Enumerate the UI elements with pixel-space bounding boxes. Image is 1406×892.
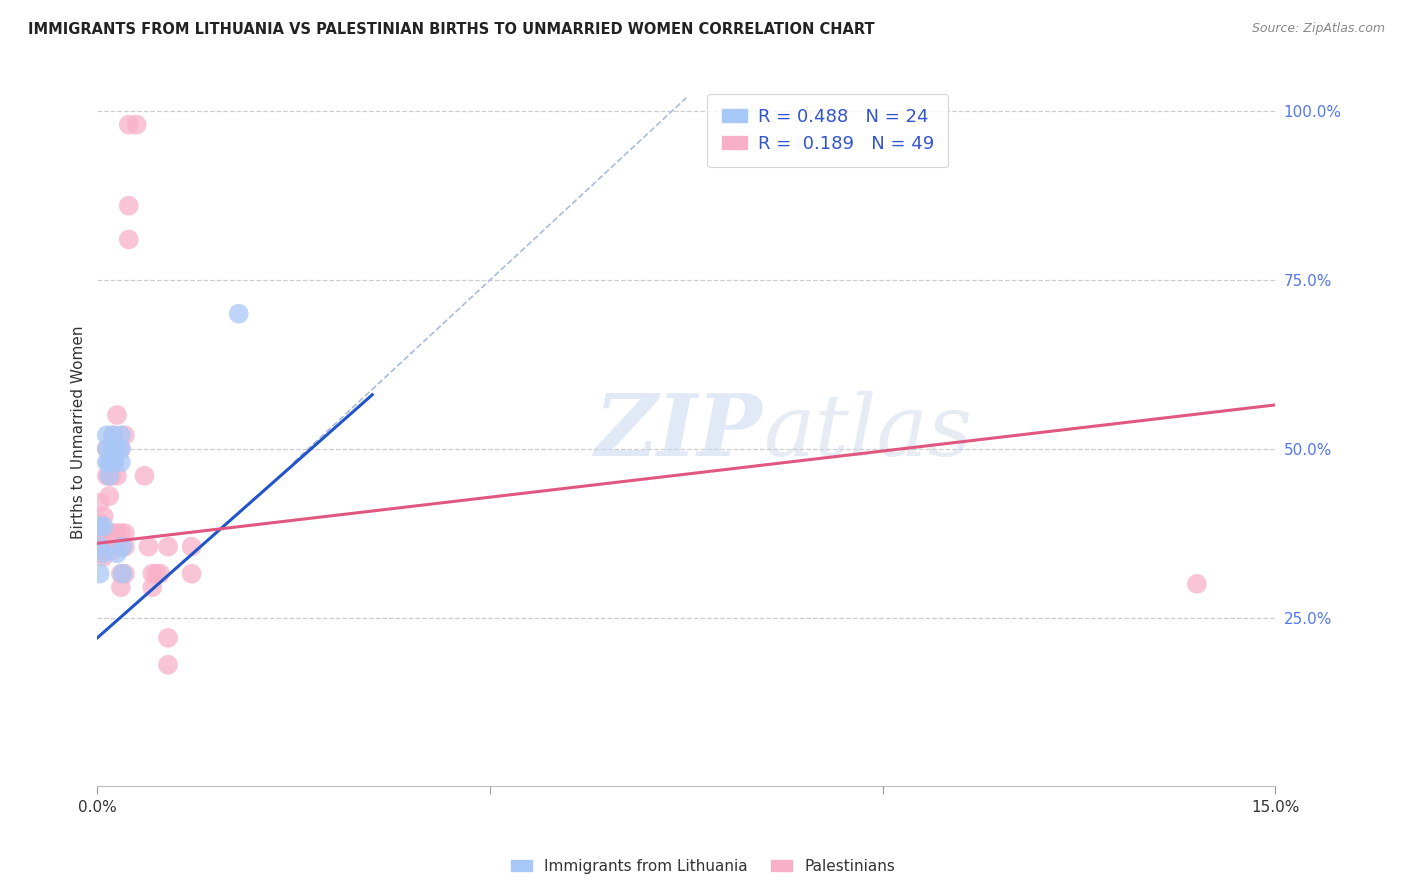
Point [157, 657, 180, 672]
Point [157, 540, 180, 554]
Point [138, 540, 160, 554]
Point [93, 540, 115, 554]
Point [98, 455, 121, 469]
Point [180, 566, 202, 581]
Point [149, 566, 172, 581]
Point [114, 428, 136, 442]
Point [157, 631, 180, 645]
Point [101, 428, 124, 442]
Text: Source: ZipAtlas.com: Source: ZipAtlas.com [1251, 22, 1385, 36]
Point [145, 566, 167, 581]
Point [110, 580, 132, 594]
Point [118, 199, 141, 213]
Point [111, 566, 134, 581]
Point [114, 526, 136, 541]
Point [100, 442, 122, 456]
Y-axis label: Births to Unmarried Women: Births to Unmarried Women [72, 326, 86, 539]
Point [105, 442, 128, 456]
Point [93, 519, 115, 533]
Text: atlas: atlas [763, 391, 972, 474]
Point [110, 540, 132, 554]
Point [105, 546, 128, 560]
Point [89, 519, 111, 533]
Text: IMMIGRANTS FROM LITHUANIA VS PALESTINIAN BIRTHS TO UNMARRIED WOMEN CORRELATION C: IMMIGRANTS FROM LITHUANIA VS PALESTINIAN… [28, 22, 875, 37]
Point [118, 118, 141, 132]
Point [180, 540, 202, 554]
Text: ZIP: ZIP [595, 390, 763, 474]
Point [100, 455, 122, 469]
Point [89, 566, 111, 581]
Point [110, 442, 132, 456]
Point [105, 408, 128, 422]
Point [141, 566, 163, 581]
Legend: R = 0.488   N = 24, R =  0.189   N = 49: R = 0.488 N = 24, R = 0.189 N = 49 [707, 94, 948, 168]
Point [89, 496, 111, 510]
Point [100, 442, 122, 456]
Point [89, 536, 111, 550]
Point [89, 516, 111, 530]
Point [96, 442, 118, 456]
Point [110, 428, 132, 442]
Point [89, 546, 111, 560]
Point [89, 540, 111, 554]
Point [101, 543, 124, 558]
Point [110, 442, 132, 456]
Point [104, 442, 127, 456]
Point [105, 468, 128, 483]
Point [101, 455, 124, 469]
Point [93, 526, 115, 541]
Point [105, 526, 128, 541]
Point [111, 540, 134, 554]
Point [98, 489, 121, 503]
Point [93, 509, 115, 524]
Point [134, 468, 156, 483]
Point [101, 455, 124, 469]
Point [114, 540, 136, 554]
Point [110, 526, 132, 541]
Point [98, 468, 121, 483]
Point [96, 455, 118, 469]
Point [96, 442, 118, 456]
Point [100, 468, 122, 483]
Point [96, 428, 118, 442]
Point [101, 526, 124, 541]
Point [125, 118, 148, 132]
Point [141, 580, 163, 594]
Point [110, 455, 132, 469]
Point [104, 455, 127, 469]
Point [98, 468, 121, 483]
Point [110, 566, 132, 581]
Point [114, 566, 136, 581]
Point [96, 468, 118, 483]
Point [93, 549, 115, 564]
Point [98, 455, 121, 469]
Point [228, 307, 250, 321]
Point [118, 232, 141, 246]
Point [1185, 577, 1208, 591]
Point [101, 428, 124, 442]
Point [93, 546, 115, 560]
Legend: Immigrants from Lithuania, Palestinians: Immigrants from Lithuania, Palestinians [505, 853, 901, 880]
Point [89, 526, 111, 541]
